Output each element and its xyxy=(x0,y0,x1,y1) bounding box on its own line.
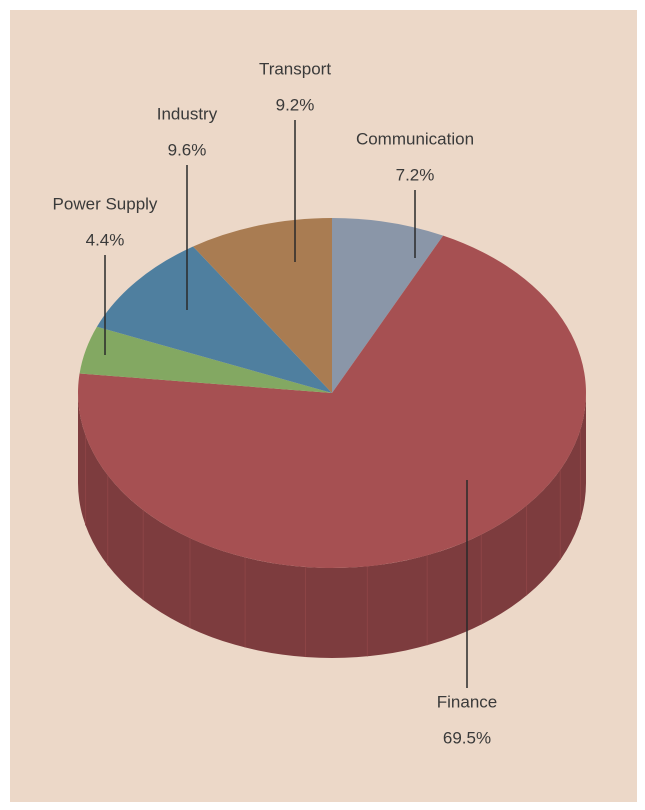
value-label: 4.4% xyxy=(86,230,125,249)
category-label: Power Supply xyxy=(53,194,158,213)
slice xyxy=(77,235,586,568)
value-label: 69.5% xyxy=(443,728,491,747)
slice xyxy=(332,218,444,393)
value-label: 9.6% xyxy=(168,140,207,159)
slice xyxy=(193,218,332,393)
category-label: Industry xyxy=(157,104,218,123)
slice xyxy=(79,326,332,393)
slice-side xyxy=(78,393,586,658)
category-label: Communication xyxy=(356,129,474,148)
value-label: 9.2% xyxy=(276,95,315,114)
side-wall xyxy=(78,393,586,658)
slice xyxy=(96,246,332,393)
category-label: Finance xyxy=(437,692,497,711)
category-label: Transport xyxy=(259,59,331,78)
value-label: 7.2% xyxy=(396,165,435,184)
